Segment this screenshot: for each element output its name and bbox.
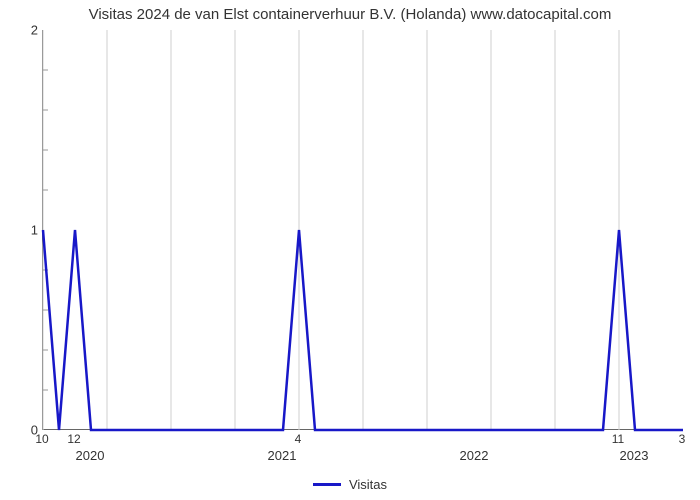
x-major-label: 2022: [460, 448, 489, 463]
chart-container: Visitas 2024 de van Elst containerverhuu…: [0, 0, 700, 500]
x-minor-label: 4: [295, 432, 302, 446]
x-major-label: 2023: [620, 448, 649, 463]
plot-svg: [43, 30, 683, 430]
chart-title: Visitas 2024 de van Elst containerverhuu…: [0, 6, 700, 23]
x-minor-label: 3: [679, 432, 686, 446]
legend-label: Visitas: [349, 477, 387, 492]
x-minor-label: 11: [612, 432, 624, 446]
y-tick-label: 2: [31, 23, 38, 38]
legend: Visitas: [0, 476, 700, 492]
x-major-label: 2020: [76, 448, 105, 463]
plot-area: [42, 30, 682, 430]
x-major-label: 2021: [268, 448, 297, 463]
y-tick-label: 1: [31, 223, 38, 238]
legend-swatch: [313, 483, 341, 486]
x-minor-label: 12: [67, 432, 80, 446]
x-minor-label: 10: [35, 432, 48, 446]
